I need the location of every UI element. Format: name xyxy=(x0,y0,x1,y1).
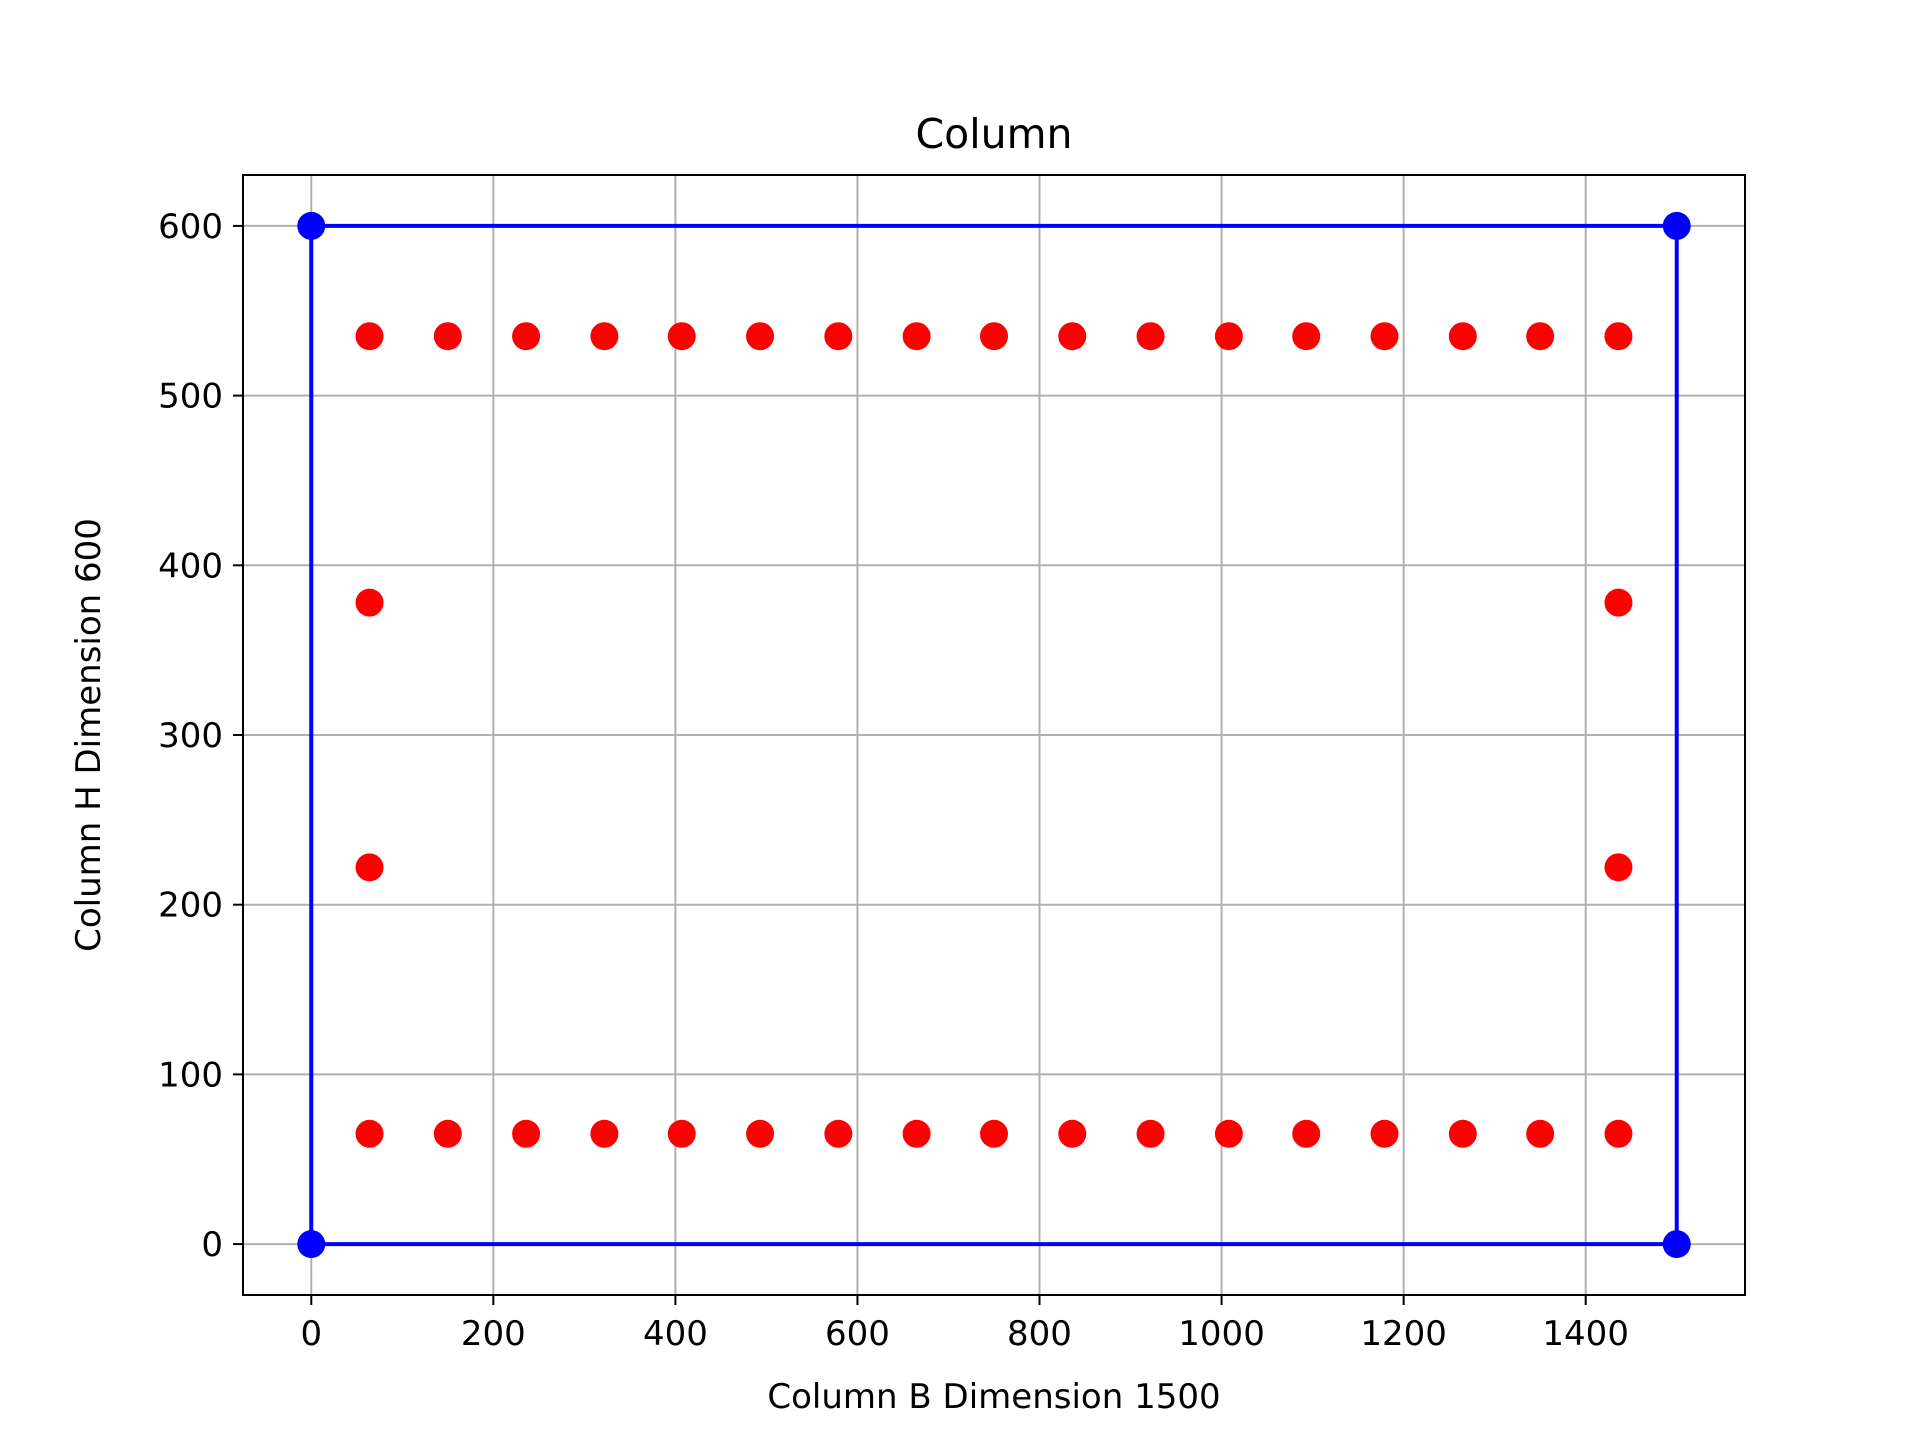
corner-point xyxy=(297,211,326,240)
grid xyxy=(243,175,1745,1295)
chart-title: Column xyxy=(915,110,1072,158)
rebar-point xyxy=(746,1119,775,1148)
rebar-point xyxy=(902,1119,931,1148)
rebar-point xyxy=(1448,1119,1477,1148)
rebar-point xyxy=(1604,322,1633,351)
corner-point xyxy=(1662,211,1691,240)
rebar-point xyxy=(1370,1119,1399,1148)
rebar-point xyxy=(1448,322,1477,351)
y-tick-label: 300 xyxy=(158,716,223,756)
x-tick-label: 800 xyxy=(1007,1314,1072,1354)
rebar-point xyxy=(902,322,931,351)
rebar-point xyxy=(667,322,696,351)
rebar-point xyxy=(355,1119,384,1148)
rebar-point xyxy=(433,1119,462,1148)
y-tick-label: 500 xyxy=(158,377,223,417)
rebar-point xyxy=(1526,322,1555,351)
corner-point xyxy=(1662,1230,1691,1259)
y-tick-label: 200 xyxy=(158,886,223,926)
rebar-point xyxy=(1214,322,1243,351)
x-axis-label: Column B Dimension 1500 xyxy=(767,1377,1220,1417)
rebar-point xyxy=(1136,1119,1165,1148)
rebar-point xyxy=(355,853,384,882)
rebar-point xyxy=(512,322,541,351)
rebar-point xyxy=(1214,1119,1243,1148)
rebar-point xyxy=(1370,322,1399,351)
rebar-point xyxy=(746,322,775,351)
x-tick-label: 600 xyxy=(825,1314,890,1354)
axis-ticks: 0 200 400 600 800 1000 1200 1400 0 100 200 300 400 50… xyxy=(158,207,1629,1354)
rebar-point xyxy=(667,1119,696,1148)
rebar-point xyxy=(1604,853,1633,882)
corner-point xyxy=(297,1230,326,1259)
y-tick-label: 0 xyxy=(201,1225,223,1265)
rebar-point xyxy=(1058,1119,1087,1148)
x-tick-label: 1000 xyxy=(1178,1314,1265,1354)
rebar-point xyxy=(824,1119,853,1148)
rebar-point xyxy=(433,322,462,351)
rebar-point xyxy=(1292,1119,1321,1148)
y-tick-label: 100 xyxy=(158,1055,223,1095)
rebar-point xyxy=(512,1119,541,1148)
rebar-point xyxy=(824,322,853,351)
x-tick-label: 400 xyxy=(643,1314,708,1354)
x-tick-label: 0 xyxy=(300,1314,322,1354)
rebar-point xyxy=(980,1119,1008,1148)
plot-series xyxy=(297,211,1691,1259)
rebar-point xyxy=(1526,1119,1555,1148)
rebar-point xyxy=(1136,322,1165,351)
x-tick-label: 200 xyxy=(461,1314,526,1354)
rebar-point xyxy=(1058,322,1087,351)
y-tick-label: 600 xyxy=(158,207,223,247)
x-tick-label: 1400 xyxy=(1542,1314,1629,1354)
x-tick-label: 1200 xyxy=(1360,1314,1447,1354)
rebar-point xyxy=(1604,588,1633,617)
rebar-point xyxy=(590,322,619,351)
rebar-point xyxy=(355,322,384,351)
rebar-point xyxy=(590,1119,619,1148)
y-axis-label: Column H Dimension 600 xyxy=(69,518,109,952)
rebar-point xyxy=(355,588,384,617)
rebar-point xyxy=(1292,322,1321,351)
rebar-point xyxy=(1604,1119,1633,1148)
y-tick-label: 400 xyxy=(158,546,223,586)
rebar-point xyxy=(980,322,1008,351)
